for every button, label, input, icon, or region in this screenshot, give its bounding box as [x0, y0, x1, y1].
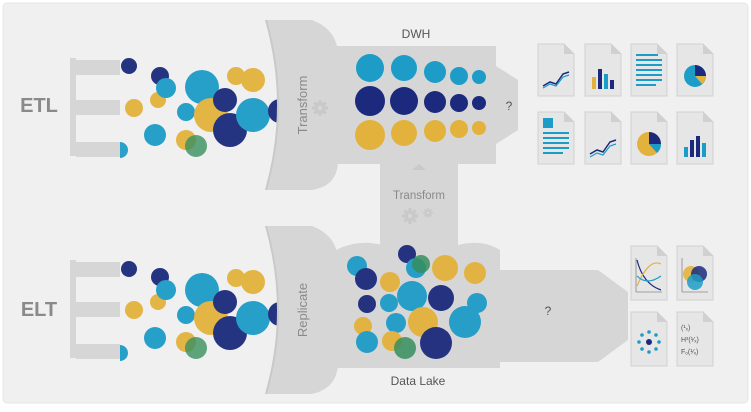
etl-source-pipes — [70, 58, 120, 157]
etl-data-circles — [120, 58, 292, 158]
gear-icon — [423, 208, 433, 218]
line-chart-doc-icon — [584, 111, 622, 165]
formula-line-3: Fₒ(¹⁄ₓ) — [681, 349, 698, 356]
gear-icon — [312, 100, 328, 116]
formula-doc-icon: (¹ₓ) H³(¹⁄ₓ) Fₒ(¹⁄ₓ) — [676, 311, 714, 367]
pie-chart-doc-icon — [676, 43, 714, 97]
curve-plot-doc-icon — [630, 245, 668, 301]
middle-transform-label: Transform — [393, 190, 445, 202]
elt-replicate-funnel: Replicate — [265, 225, 338, 395]
middle-transform-connector: Transform — [380, 164, 458, 246]
elt-data-circles — [120, 261, 292, 361]
data-lake-mixed-circles — [347, 245, 487, 359]
elt-label: ELT — [21, 299, 57, 321]
text-doc-icon — [537, 111, 575, 165]
elt-source-pipes — [70, 260, 120, 359]
etl-transform-label: Transform — [295, 76, 310, 135]
dwh-output-question: ? — [506, 99, 513, 113]
formula-line-1: (¹ₓ) — [681, 325, 690, 332]
venn-doc-icon — [676, 245, 714, 301]
pie-chart-doc-icon — [630, 111, 668, 165]
line-chart-doc-icon — [537, 43, 575, 97]
network-doc-icon — [630, 311, 668, 367]
etl-transform-funnel: Transform — [265, 19, 338, 191]
dwh-label: DWH — [402, 27, 431, 41]
bar-chart-doc-icon — [584, 43, 622, 97]
elt-output-documents: (¹ₓ) H³(¹⁄ₓ) Fₒ(¹⁄ₓ) — [630, 245, 714, 367]
gear-icon — [402, 208, 418, 224]
etl-output-documents — [537, 43, 714, 165]
dwh-sorted-circles — [355, 54, 486, 150]
elt-replicate-label: Replicate — [295, 283, 310, 337]
etl-label: ETL — [20, 95, 58, 117]
data-lake-label: Data Lake — [391, 374, 446, 388]
data-lake-output-question: ? — [545, 304, 552, 318]
bar-chart-doc-icon — [676, 111, 714, 165]
formula-line-2: H³(¹⁄ₓ) — [681, 337, 699, 344]
text-doc-icon — [630, 43, 668, 97]
